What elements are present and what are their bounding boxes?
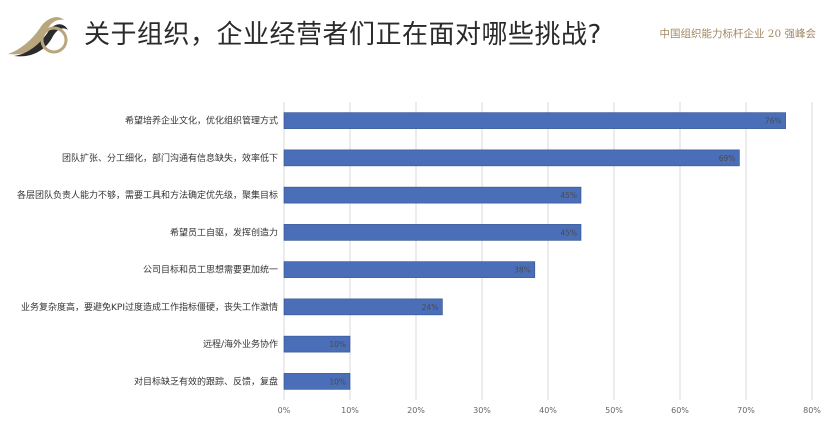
data-label: 76% xyxy=(765,117,782,126)
category-label: 希望培养企业文化，优化组织管理方式 xyxy=(125,115,278,127)
bar xyxy=(283,112,786,129)
bar xyxy=(283,224,582,241)
category-label: 对目标缺乏有效的跟踪、反馈，复盘 xyxy=(134,375,278,387)
x-tick-label: 0% xyxy=(278,406,291,415)
x-tick-label: 30% xyxy=(473,406,491,415)
data-label: 10% xyxy=(329,377,346,386)
category-label: 团队扩张、分工细化，部门沟通有信息缺失，效率低下 xyxy=(62,152,278,164)
bar xyxy=(283,186,582,204)
x-tick-label: 80% xyxy=(803,406,821,415)
logo-dark-swoosh xyxy=(14,24,68,57)
category-label: 远程/海外业务协作 xyxy=(203,338,278,350)
category-label: 业务复杂度高，要避免KPI过度造成工作指标僵硬，丧失工作激情 xyxy=(21,301,278,313)
bar xyxy=(283,335,351,353)
data-label: 10% xyxy=(329,340,346,349)
bar xyxy=(283,298,443,316)
logo-gold-swoosh xyxy=(8,17,64,55)
x-tick-label: 70% xyxy=(737,406,755,415)
data-label: 24% xyxy=(422,303,439,312)
logo-ring xyxy=(40,26,68,54)
bar xyxy=(283,261,536,278)
page-title: 关于组织，企业经营者们正在面对哪些挑战? xyxy=(84,20,602,50)
bar xyxy=(283,149,740,167)
data-label: 38% xyxy=(514,266,531,275)
category-label: 希望员工自驱，发挥创造力 xyxy=(170,226,278,238)
x-tick-label: 40% xyxy=(539,406,557,415)
x-tick-label: 10% xyxy=(341,406,359,415)
x-tick-label: 50% xyxy=(605,406,623,415)
category-label: 各层团队负责人能力不够，需要工具和方法确定优先级，聚集目标 xyxy=(17,189,278,201)
x-tick-label: 60% xyxy=(671,406,689,415)
page-subtitle: 中国组织能力标杆企业 20 强峰会 xyxy=(659,28,816,40)
bar xyxy=(283,373,351,390)
grid-layer xyxy=(283,102,813,400)
label-layer: 0% 10% 20% 30% 40% 50% 60% 70% 80% 希望培养企业文化，优化组织管… xyxy=(17,115,821,415)
data-label: 45% xyxy=(560,228,577,237)
category-label: 公司目标和员工思想需要更加统一 xyxy=(143,264,278,276)
data-label: 69% xyxy=(719,154,736,163)
bar-layer xyxy=(283,112,786,390)
data-label: 45% xyxy=(560,191,577,200)
x-tick-label: 20% xyxy=(407,406,425,415)
logo-icon xyxy=(8,17,68,57)
